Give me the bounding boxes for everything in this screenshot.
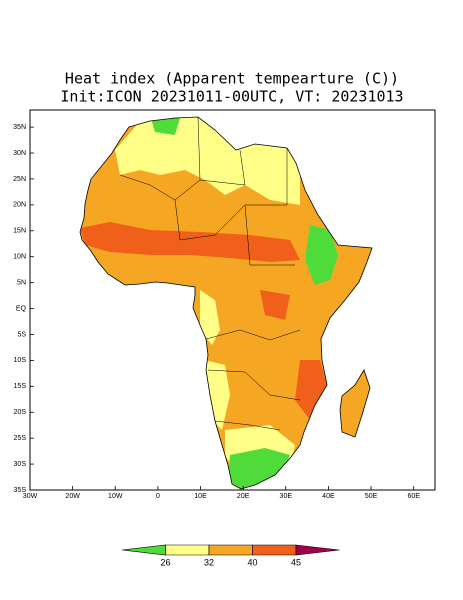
y-tick-label: 5N bbox=[17, 279, 26, 286]
x-tick-label: 20W bbox=[65, 493, 80, 500]
field-red bbox=[80, 222, 300, 262]
x-tick-label: 20E bbox=[237, 493, 250, 500]
y-tick-label: 10N bbox=[13, 254, 26, 261]
colorbar-label: 45 bbox=[291, 557, 301, 567]
madagascar bbox=[339, 369, 371, 438]
colorbar-label: 32 bbox=[204, 557, 214, 567]
y-tick-label: 35S bbox=[14, 487, 27, 494]
x-tick-label: 0 bbox=[156, 493, 160, 500]
field-green bbox=[305, 225, 338, 285]
colorbar-segment bbox=[252, 544, 297, 556]
x-tick-label: 30W bbox=[23, 493, 38, 500]
field-red bbox=[260, 290, 290, 320]
y-tick-label: 20N bbox=[13, 202, 26, 209]
y-tick-label: 25N bbox=[13, 176, 26, 183]
colorbar-label: 40 bbox=[247, 557, 257, 567]
field-red bbox=[295, 360, 327, 420]
axes: 30W 20W 10W 0 10E 20E 30E 40E 50E 60E 35N 30N 25N 20N… bbox=[13, 124, 420, 500]
y-tick-label: 35N bbox=[13, 124, 26, 131]
y-tick-label: 30S bbox=[14, 461, 27, 468]
colorbar-segment bbox=[165, 544, 210, 556]
y-tick-label: 30N bbox=[13, 150, 26, 157]
y-tick-label: 15S bbox=[14, 383, 27, 390]
x-tick-label: 60E bbox=[407, 493, 420, 500]
colorbar-label: 26 bbox=[160, 557, 170, 567]
title-line: Heat index (Apparent tempearture (C)) bbox=[65, 70, 399, 88]
colorbar-segment bbox=[208, 544, 253, 556]
colorbar-segment bbox=[295, 544, 340, 556]
y-tick-label: 20S bbox=[14, 409, 27, 416]
x-tick-label: 10E bbox=[194, 493, 207, 500]
title-line: Init:ICON 20231011-00UTC, VT: 20231013 bbox=[60, 88, 403, 106]
x-tick-label: 10W bbox=[108, 493, 123, 500]
borders bbox=[119, 116, 301, 431]
x-tick-label: 40E bbox=[322, 493, 335, 500]
x-tick-label: 30E bbox=[280, 493, 293, 500]
y-tick-label: EQ bbox=[16, 305, 27, 312]
field-yellow bbox=[200, 290, 220, 345]
y-tick-label: 15N bbox=[13, 228, 26, 235]
y-tick-label: 25S bbox=[14, 435, 27, 442]
x-tick-label: 50E bbox=[365, 493, 378, 500]
colorbar-segment bbox=[121, 544, 166, 556]
y-tick-label: 10S bbox=[14, 357, 27, 364]
field-green bbox=[228, 448, 290, 489]
y-tick-label: 5S bbox=[17, 331, 26, 338]
colorbar: 26 32 40 45 bbox=[121, 544, 340, 567]
